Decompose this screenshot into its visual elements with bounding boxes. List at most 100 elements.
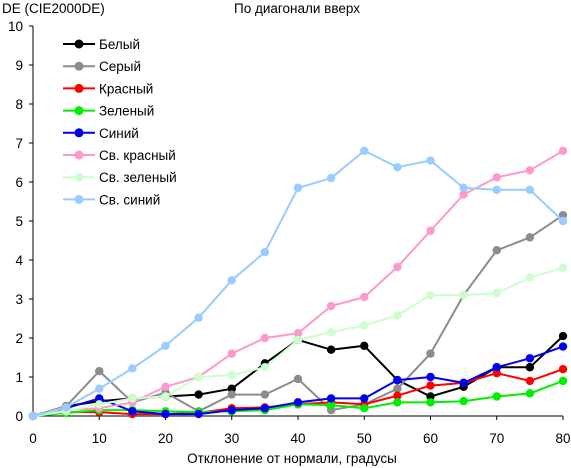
axes: 0 1 2 3 4 5 6 7 8 9 10 0 10 20 30 40 50 60 70 80 xyxy=(8,19,571,446)
data-point xyxy=(393,391,402,400)
data-point xyxy=(260,363,270,372)
data-point xyxy=(492,288,501,298)
legend-marker xyxy=(74,83,84,93)
data-point xyxy=(426,349,435,358)
legend-item: Св. красный xyxy=(63,148,176,163)
data-point xyxy=(260,333,270,343)
data-point xyxy=(393,262,402,272)
legend-marker xyxy=(74,150,84,160)
data-point xyxy=(360,404,369,413)
legend-label: Белый xyxy=(99,37,140,52)
data-point xyxy=(326,301,336,311)
legend-item: Белый xyxy=(63,37,140,52)
data-point xyxy=(28,411,38,421)
data-point xyxy=(426,226,435,235)
y-tick-label: 3 xyxy=(15,292,23,307)
legend-marker xyxy=(74,106,84,116)
data-point xyxy=(61,403,71,412)
data-point xyxy=(293,335,303,345)
x-tick-label: 60 xyxy=(423,431,438,446)
data-point xyxy=(360,341,369,350)
legend-marker xyxy=(74,61,84,71)
x-tick-label: 80 xyxy=(555,431,570,446)
data-point xyxy=(525,363,535,372)
data-point xyxy=(393,311,402,320)
series-line xyxy=(32,214,564,417)
data-point xyxy=(360,146,369,155)
data-point xyxy=(326,327,336,337)
data-point xyxy=(558,263,568,272)
data-point xyxy=(95,394,104,403)
data-point xyxy=(95,366,104,376)
data-point xyxy=(525,354,535,363)
data-point xyxy=(360,321,369,330)
data-point xyxy=(227,276,236,285)
data-point xyxy=(558,376,568,386)
legend-item: Зеленый xyxy=(63,104,154,119)
data-point xyxy=(227,384,236,393)
x-axis-title: Отклонение от нормали, градусы xyxy=(187,451,397,466)
data-point xyxy=(95,400,104,409)
y-tick-label: 8 xyxy=(15,97,23,112)
data-point xyxy=(393,162,402,172)
data-point xyxy=(525,185,535,194)
data-point xyxy=(558,146,568,155)
data-point xyxy=(426,392,435,401)
data-point xyxy=(558,342,568,351)
legend-label: Зеленый xyxy=(99,104,154,119)
legend-marker xyxy=(74,39,84,49)
x-tick-label: 10 xyxy=(92,431,107,446)
y-tick-label: 4 xyxy=(15,253,23,268)
data-point xyxy=(293,329,303,338)
legend-label: Св. красный xyxy=(99,148,176,163)
data-point xyxy=(558,365,568,374)
data-point xyxy=(128,364,137,373)
legend-item: Св. синий xyxy=(63,192,160,207)
data-point xyxy=(525,166,535,175)
legend: Белый Серый Красный Зеленый Синий Св. красный… xyxy=(63,37,177,207)
legend-label: Св. зеленый xyxy=(99,170,177,185)
data-point xyxy=(426,381,435,390)
x-tick-label: 40 xyxy=(290,431,305,446)
data-point xyxy=(128,394,137,403)
y-tick-label: 1 xyxy=(15,370,23,385)
data-point xyxy=(558,216,568,226)
data-point xyxy=(194,372,203,382)
y-tick-label: 9 xyxy=(15,58,23,73)
data-point xyxy=(525,389,535,398)
data-point xyxy=(293,374,303,384)
data-point xyxy=(260,390,270,399)
y-axis-title: DE (CIE2000DE) xyxy=(2,1,105,16)
y-tick-label: 7 xyxy=(15,136,23,151)
x-tick-label: 30 xyxy=(224,431,239,446)
data-point xyxy=(194,409,203,419)
x-tick-label: 0 xyxy=(29,431,37,446)
data-point xyxy=(260,404,270,413)
data-point xyxy=(326,345,336,354)
data-point xyxy=(194,313,203,322)
data-point xyxy=(326,400,336,410)
data-point xyxy=(492,368,501,378)
data-point xyxy=(459,378,468,388)
data-point xyxy=(492,185,501,194)
legend-item: Св. зеленый xyxy=(63,170,177,185)
x-tick-label: 20 xyxy=(158,431,173,446)
data-point xyxy=(260,248,270,257)
data-point xyxy=(393,375,402,385)
legend-label: Красный xyxy=(99,81,153,96)
y-tick-label: 0 xyxy=(15,409,23,424)
data-point xyxy=(326,394,336,403)
data-point xyxy=(426,290,435,300)
legend-item: Серый xyxy=(63,59,141,74)
data-point xyxy=(558,331,568,341)
data-point xyxy=(492,173,501,182)
data-point xyxy=(161,409,170,419)
data-point xyxy=(525,273,535,282)
data-point xyxy=(459,190,468,199)
data-point xyxy=(293,398,303,407)
legend-marker xyxy=(74,172,84,182)
data-point xyxy=(194,390,203,399)
data-point xyxy=(426,156,435,165)
data-point xyxy=(293,183,303,193)
